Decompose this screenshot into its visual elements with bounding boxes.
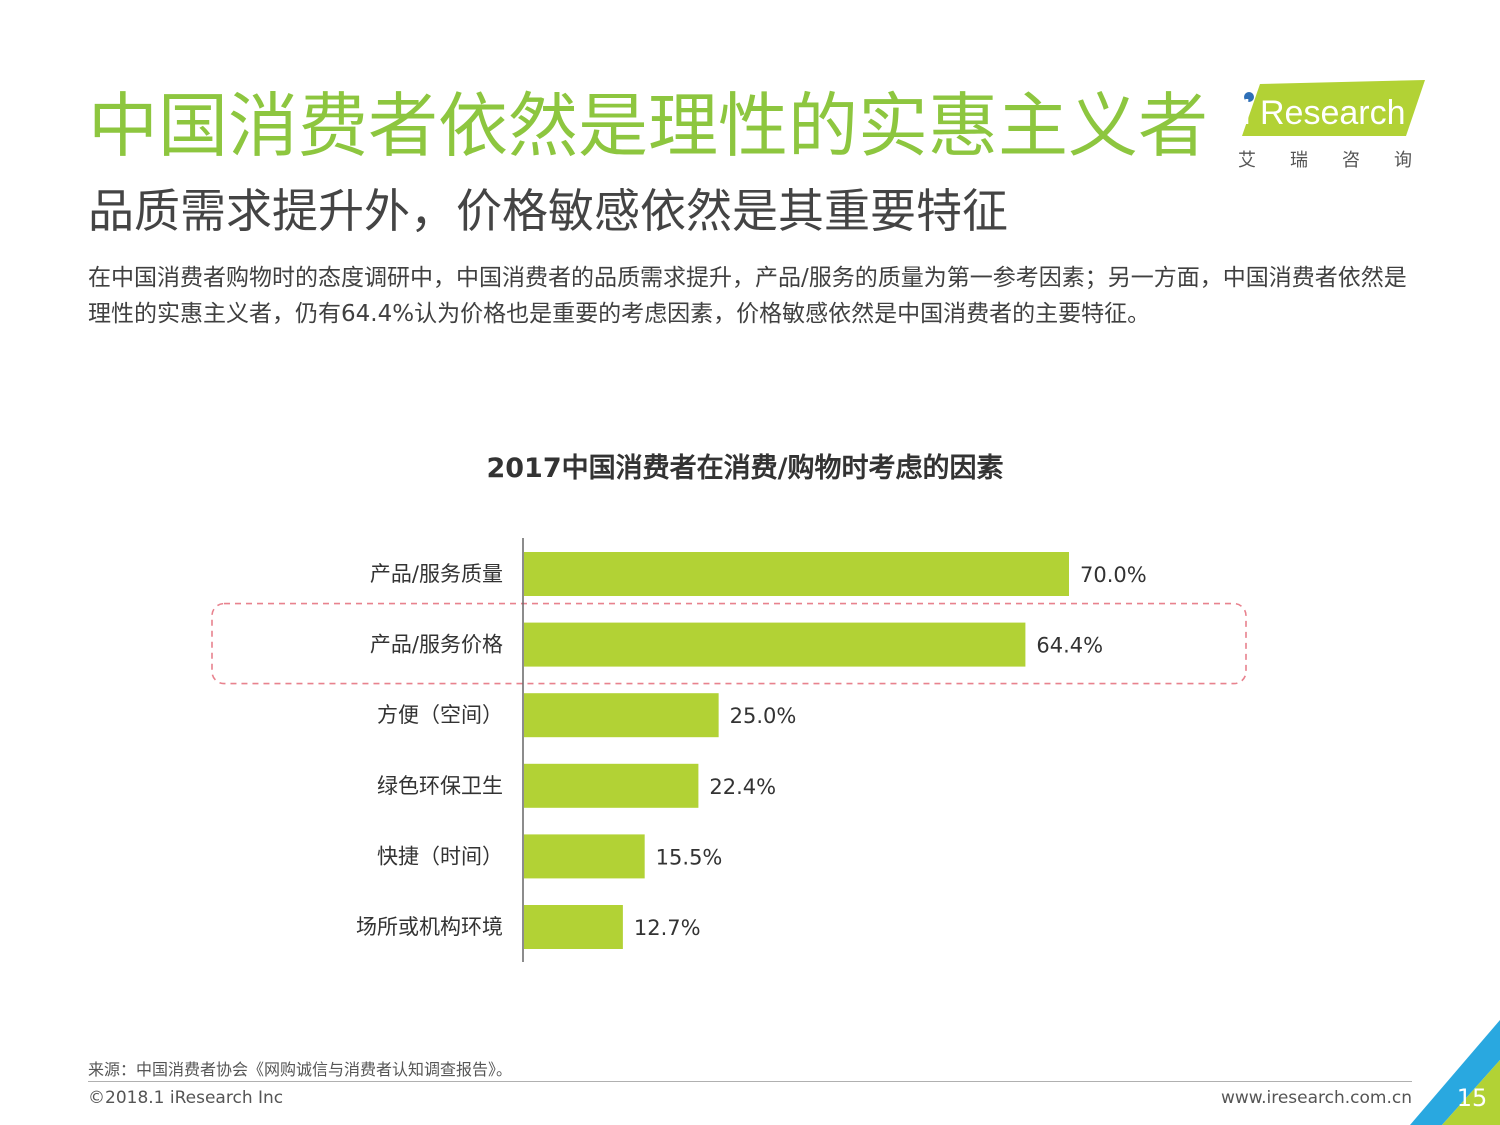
value-label: 15.5% <box>656 845 723 869</box>
bar <box>524 552 1069 596</box>
category-label: 快捷（时间） <box>377 844 503 868</box>
chart-title: 2017中国消费者在消费/购物时考虑的因素 <box>486 453 1004 484</box>
footer-url[interactable]: www.iresearch.com.cn <box>1220 1088 1412 1108</box>
category-label: 产品/服务质量 <box>370 562 503 586</box>
category-label: 方便（空间） <box>377 703 503 727</box>
bar <box>524 834 645 879</box>
page-corner-decoration <box>1410 1020 1500 1125</box>
value-label: 64.4% <box>1036 634 1103 658</box>
page-title: 中国消费者依然是理性的实惠主义者 <box>88 85 1208 167</box>
logo-chinese-name: 艾瑞咨询 <box>1238 150 1446 171</box>
page-description: 在中国消费者购物时的态度调研中，中国消费者的品质需求提升，产品/服务的质量为第一… <box>88 265 1407 327</box>
iresearch-logo: i Research 艾瑞咨询 <box>1238 78 1428 176</box>
value-label: 25.0% <box>730 704 797 728</box>
category-label: 产品/服务价格 <box>370 633 503 657</box>
logo-brand-prefix: i <box>1243 94 1251 132</box>
value-label: 12.7% <box>634 916 701 940</box>
page-subtitle: 品质需求提升外，价格敏感依然是其重要特征 <box>88 184 1008 238</box>
footer-source: 来源：中国消费者协会《网购诚信与消费者认知调查报告》。 <box>88 1060 513 1079</box>
footer-copyright: ©2018.1 iResearch Inc <box>88 1088 284 1108</box>
value-label: 70.0% <box>1080 563 1147 587</box>
bar <box>524 905 623 949</box>
footer-divider <box>88 1081 1412 1082</box>
page-number: 15 <box>1456 1084 1488 1112</box>
bar <box>524 693 719 738</box>
category-label: 绿色环保卫生 <box>377 774 503 798</box>
bar <box>524 622 1026 667</box>
category-label: 场所或机构环境 <box>356 915 503 939</box>
logo-dot-icon <box>1244 92 1254 102</box>
logo-badge-icon: i Research <box>1242 80 1425 136</box>
value-label: 22.4% <box>709 775 776 799</box>
bar <box>524 763 699 808</box>
logo-brand-text: Research <box>1260 94 1406 132</box>
highlight-box <box>211 602 1247 685</box>
